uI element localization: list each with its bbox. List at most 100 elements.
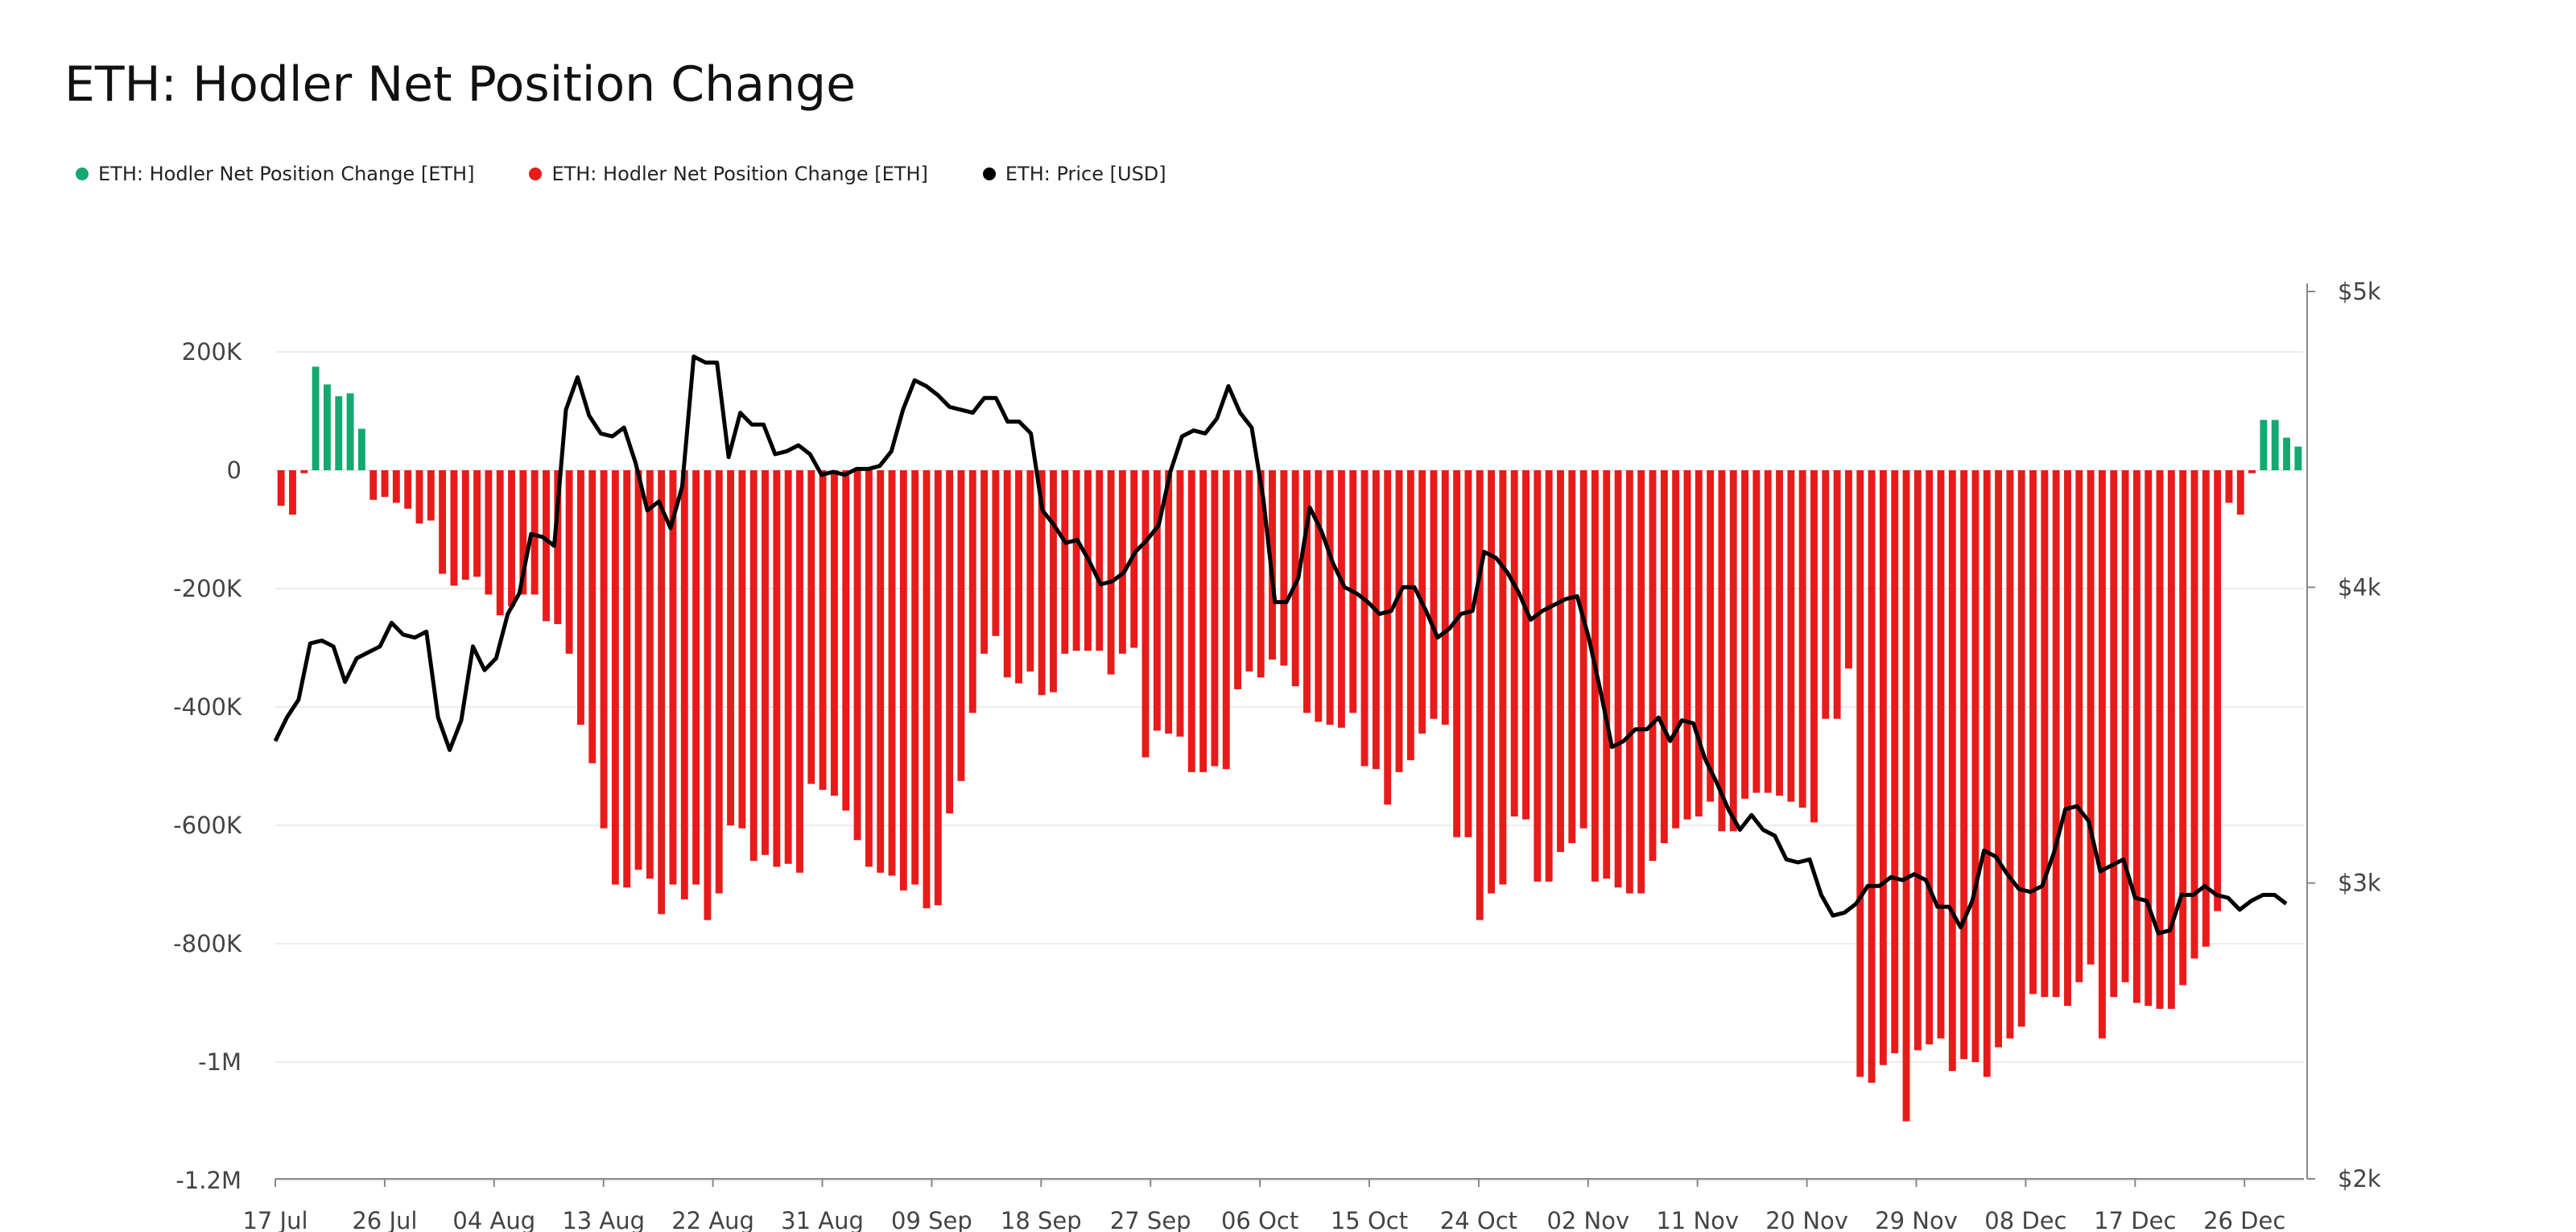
bar-negative	[565, 470, 573, 654]
bar-negative	[2236, 470, 2244, 515]
bar-negative	[1937, 470, 1945, 1039]
bar-negative	[1118, 470, 1126, 654]
bar-negative	[1614, 470, 1622, 888]
bar-positive	[2271, 420, 2279, 470]
bar-negative	[1211, 470, 1219, 767]
bar-negative	[1107, 470, 1115, 675]
y-right-tick-label: $2k	[2338, 1165, 2381, 1193]
bar-negative	[2006, 470, 2014, 1039]
bar-negative	[588, 470, 597, 763]
bar-negative	[807, 470, 815, 784]
bar-negative	[1395, 470, 1403, 772]
bar-negative	[1856, 470, 1864, 1077]
bar-negative	[1141, 470, 1150, 758]
bar-negative	[1591, 470, 1599, 882]
x-tick-label: 09 Sep	[891, 1207, 972, 1232]
bar-positive	[335, 396, 343, 471]
bar-negative	[2041, 470, 2049, 998]
bar-negative	[1913, 470, 1922, 1051]
legend-item-negative[interactable]: ETH: Hodler Net Position Change [ETH]	[529, 163, 928, 185]
bar-negative	[692, 470, 700, 885]
bar-negative	[1015, 470, 1022, 684]
bar-negative	[2098, 470, 2106, 1039]
bar-negative	[1453, 470, 1461, 837]
bar-negative	[1926, 470, 1934, 1044]
bar-negative	[830, 470, 838, 796]
bar-negative	[1995, 470, 2003, 1048]
y-left-tick-label: -800K	[173, 930, 242, 957]
x-tick-label: 31 Aug	[781, 1207, 864, 1232]
axes: 200K 0 -200K -400K -600K -800K -1M -1.2M $5k $4k $…	[173, 278, 2381, 1232]
bar-negative	[2029, 470, 2037, 994]
x-tick-label: 13 Aug	[562, 1207, 645, 1232]
bar-negative	[957, 470, 965, 781]
bar-negative	[1430, 470, 1438, 719]
bar-positive	[2283, 437, 2290, 470]
legend-item-positive[interactable]: ETH: Hodler Net Position Change [ETH]	[76, 163, 474, 185]
bar-negative	[727, 470, 735, 825]
bar-negative	[1488, 470, 1496, 894]
bar-negative	[1291, 470, 1299, 687]
bar-negative	[519, 470, 527, 595]
bar-negative	[1360, 470, 1368, 767]
bar-negative	[2248, 470, 2256, 473]
bar-negative	[277, 470, 285, 506]
bar-negative	[473, 470, 481, 577]
bar-negative	[404, 470, 412, 509]
bar-negative	[2110, 470, 2118, 998]
bar-negative	[911, 470, 919, 885]
bar-negative	[1960, 470, 1968, 1060]
bar-negative	[749, 470, 758, 862]
bar-negative	[842, 470, 850, 811]
bar-negative	[2075, 470, 2083, 982]
bar-negative	[1165, 470, 1173, 734]
bar-negative	[877, 470, 885, 873]
y-left-tick-label: -1.2M	[175, 1167, 242, 1194]
bar-negative	[369, 470, 378, 500]
x-tick-label: 08 Dec	[1984, 1207, 2066, 1232]
bar-negative	[1568, 470, 1576, 844]
bar-negative	[1971, 470, 1979, 1062]
y-left-tick-label: -1M	[198, 1048, 242, 1076]
y-left-tick-label: -600K	[173, 812, 242, 839]
bar-negative	[658, 470, 666, 915]
x-tick-label: 20 Nov	[1765, 1207, 1848, 1232]
price-line	[273, 354, 2288, 936]
bar-negative	[1557, 470, 1564, 853]
bar-negative	[1810, 470, 1818, 823]
x-tick-label: 02 Nov	[1546, 1207, 1629, 1232]
bar-negative	[1303, 470, 1311, 713]
bar-negative	[2064, 470, 2071, 1007]
bar-negative	[669, 470, 677, 885]
bar-negative	[1822, 470, 1830, 719]
legend-label-price: ETH: Price [USD]	[1005, 163, 1166, 185]
legend-item-price[interactable]: ETH: Price [USD]	[982, 163, 1166, 185]
bar-negative	[704, 470, 712, 920]
bar-series	[277, 366, 2302, 1122]
bar-negative	[623, 470, 631, 888]
bar-negative	[415, 470, 423, 524]
x-tick-label: 18 Sep	[1001, 1207, 1082, 1232]
bar-negative	[600, 470, 608, 829]
bar-negative	[1476, 470, 1484, 920]
bar-negative	[2167, 470, 2175, 1009]
legend-label-positive: ETH: Hodler Net Position Change [ETH]	[98, 163, 475, 185]
bar-negative	[1050, 470, 1057, 692]
legend-dot-icon-green	[76, 167, 89, 180]
bar-negative	[496, 470, 504, 616]
bar-negative	[1649, 470, 1657, 862]
bar-negative	[1672, 470, 1680, 829]
bar-negative	[1948, 470, 1956, 1072]
bar-negative	[1844, 470, 1852, 669]
bar-negative	[1199, 470, 1208, 772]
x-tick-label: 24 Oct	[1440, 1207, 1517, 1232]
bar-negative	[1441, 470, 1449, 726]
bar-negative	[1257, 470, 1265, 678]
bar-negative	[543, 470, 550, 622]
x-tick-label: 27 Sep	[1110, 1207, 1191, 1232]
bar-negative	[1072, 470, 1080, 651]
bar-negative	[1752, 470, 1761, 793]
bar-negative	[762, 470, 769, 855]
bar-negative	[1534, 470, 1542, 882]
bar-negative	[853, 470, 861, 841]
